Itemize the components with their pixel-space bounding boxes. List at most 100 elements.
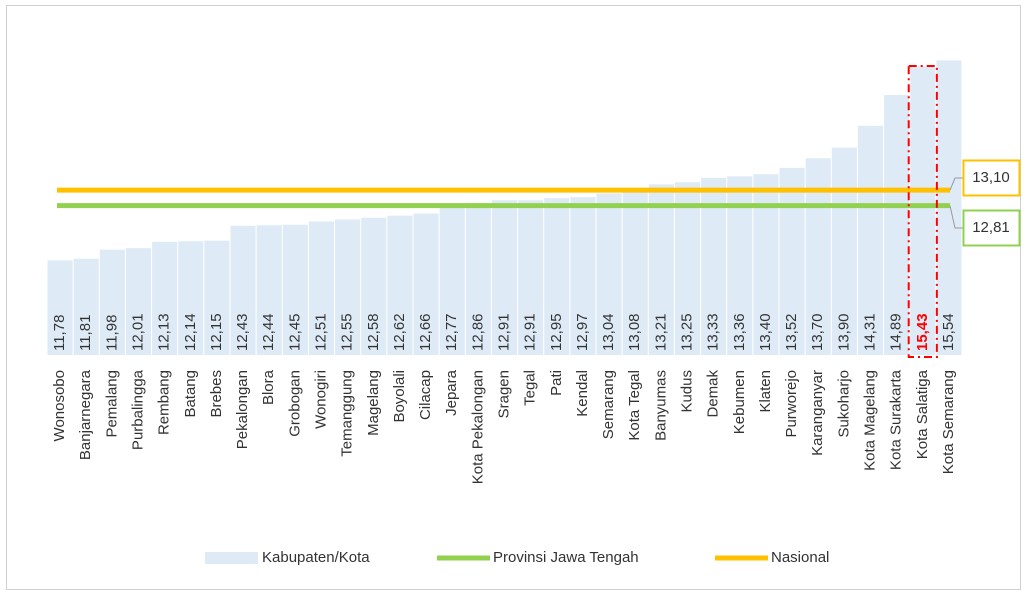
- x-tick-label: Tegal: [522, 370, 539, 406]
- bar: [518, 200, 544, 355]
- x-tick-label: Demak: [705, 370, 722, 418]
- value-label: 12,43: [234, 313, 251, 351]
- x-tick-label: Banyumas: [652, 370, 669, 441]
- label-box: [962, 159, 1021, 197]
- bar: [544, 198, 570, 355]
- x-tick-label: Kendal: [574, 370, 591, 417]
- label-connector: [949, 177, 963, 191]
- value-label: 12,91: [495, 313, 512, 351]
- x-tick-label: Kota Magelang: [861, 370, 878, 471]
- label-connector: [949, 205, 963, 229]
- bar: [204, 240, 230, 355]
- value-label: 12,13: [156, 313, 173, 351]
- bar: [73, 258, 99, 355]
- value-label: 14,31: [861, 313, 878, 351]
- reference-value-label: 13,10: [972, 169, 1010, 186]
- x-tick-label: Jepara: [443, 369, 460, 416]
- legend-swatch: [205, 552, 258, 564]
- value-label: 13,21: [652, 313, 669, 351]
- bar: [308, 221, 335, 355]
- x-tick-label: Kota Surakarta: [888, 369, 905, 470]
- value-label: 11,98: [103, 315, 120, 351]
- x-tick-label: Sukoharjo: [835, 370, 852, 438]
- bar: [622, 191, 648, 355]
- label-box: [962, 209, 1021, 247]
- bar: [99, 249, 125, 355]
- value-label: 11,81: [77, 315, 94, 351]
- x-tick-label: Pemalang: [103, 370, 120, 438]
- bar: [335, 219, 361, 355]
- value-label: 12,15: [208, 313, 225, 351]
- bar: [152, 241, 178, 355]
- bar: [596, 193, 622, 355]
- value-label: 13,36: [731, 313, 748, 351]
- value-label: 15,54: [940, 313, 957, 351]
- x-tick-label: Kota Pekalongan: [469, 370, 486, 484]
- legend-label: Provinsi Jawa Tengah: [493, 549, 639, 566]
- x-tick-label: Boyolali: [391, 370, 408, 423]
- x-tick-label: Brebes: [208, 370, 225, 418]
- value-label: 12,91: [522, 313, 539, 351]
- x-tick-label: Temanggung: [339, 370, 356, 457]
- bar: [178, 241, 204, 355]
- bar: [256, 225, 282, 355]
- bar: [570, 197, 596, 355]
- reference-value-label: 12,81: [972, 219, 1010, 236]
- x-tick-label: Kota Salatiga: [914, 369, 931, 459]
- value-label: 13,25: [678, 313, 695, 351]
- value-label: 13,40: [757, 313, 774, 351]
- bar: [387, 215, 413, 355]
- bar: [439, 207, 465, 355]
- legend-label: Nasional: [771, 549, 829, 566]
- x-tick-label: Kota Tegal: [626, 370, 643, 441]
- x-tick-label: Wonogiri: [312, 370, 329, 429]
- value-label: 12,97: [574, 313, 591, 351]
- value-label: 12,45: [286, 313, 303, 351]
- x-tick-label: Cilacap: [417, 370, 434, 420]
- x-tick-label: Magelang: [365, 370, 382, 436]
- value-label: 13,33: [705, 313, 722, 351]
- bar: [282, 224, 308, 355]
- bar: [779, 167, 805, 355]
- x-tick-label: Rembang: [156, 370, 173, 435]
- value-label: 12,55: [339, 313, 356, 351]
- value-label: 11,78: [51, 315, 68, 351]
- bar: [465, 202, 491, 355]
- bar: [910, 66, 936, 355]
- bar: [857, 125, 884, 355]
- x-tick-label: Klaten: [757, 370, 774, 413]
- bar: [831, 147, 857, 355]
- x-tick-label: Blora: [260, 369, 277, 405]
- value-label: 13,70: [809, 313, 826, 351]
- bar: [413, 213, 439, 355]
- value-label: 12,86: [469, 313, 486, 351]
- value-label: 12,44: [260, 313, 277, 351]
- x-tick-label: Grobogan: [286, 370, 303, 437]
- x-tick-label: Pekalongan: [234, 370, 251, 449]
- bar: [884, 94, 910, 355]
- x-tick-label: Purbalingga: [129, 369, 146, 450]
- bar: [648, 184, 674, 355]
- x-tick-label: Purworejo: [783, 370, 800, 438]
- value-label: 12,77: [443, 313, 460, 351]
- x-tick-label: Semarang: [600, 370, 617, 439]
- highlight-box: [907, 65, 938, 358]
- value-label: 13,08: [626, 313, 643, 351]
- x-tick-label: Pati: [548, 370, 565, 396]
- value-label: 12,58: [365, 313, 382, 351]
- x-tick-label: Kota Semarang: [940, 370, 957, 474]
- value-label: 14,89: [888, 313, 905, 351]
- value-label: 12,62: [391, 313, 408, 351]
- bar: [674, 182, 701, 355]
- value-label: 13,90: [835, 313, 852, 351]
- x-tick-label: Kudus: [678, 370, 695, 413]
- x-tick-label: Kebumen: [731, 370, 748, 434]
- value-label: 12,51: [312, 313, 329, 351]
- x-tick-label: Banjarnegara: [77, 369, 94, 460]
- x-tick-label: Wonosobo: [51, 370, 68, 441]
- x-tick-label: Batang: [182, 370, 199, 418]
- bar: [47, 260, 73, 355]
- bar: [361, 217, 387, 355]
- value-label: 12,66: [417, 313, 434, 351]
